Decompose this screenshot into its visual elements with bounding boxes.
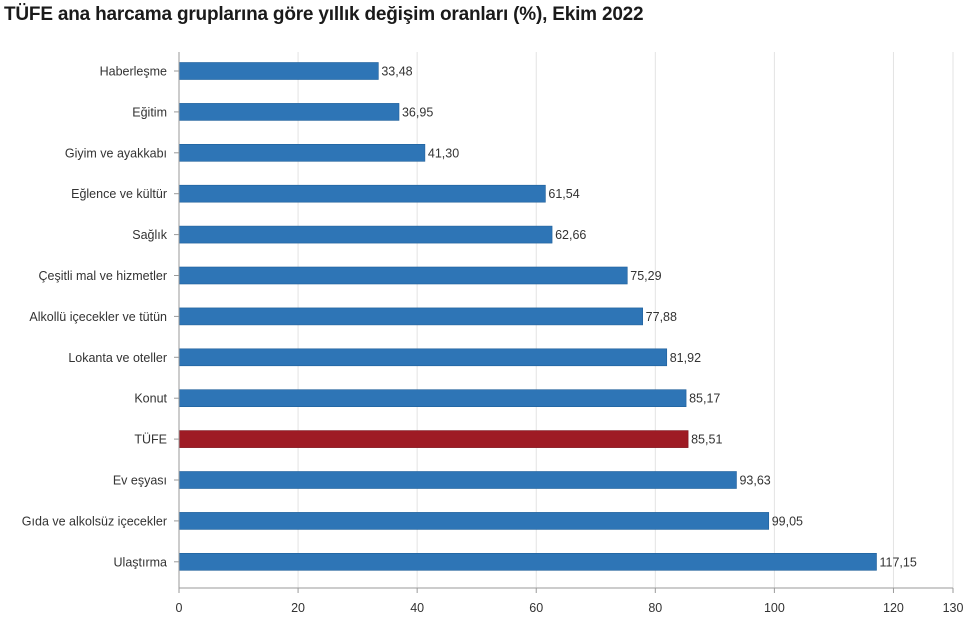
category-label: TÜFE — [134, 433, 167, 447]
data-label: 117,15 — [879, 555, 916, 569]
data-label: 81,92 — [670, 351, 701, 365]
x-tick-label: 40 — [410, 601, 424, 615]
bar — [178, 348, 668, 367]
data-label: 85,17 — [689, 392, 720, 406]
category-label: Eğitim — [132, 105, 167, 119]
category-label: Ev eşyası — [113, 474, 167, 488]
bar — [178, 307, 643, 326]
data-label: 62,66 — [555, 228, 586, 242]
data-label: 36,95 — [402, 105, 433, 119]
category-label: Alkollü içecekler ve tütün — [29, 310, 167, 324]
bars: 33,48 36,95 41,30 61,54 62,66 75,29 77,88 81,92… — [178, 62, 917, 571]
bar — [178, 144, 426, 162]
x-tick-label: 60 — [529, 601, 543, 615]
x-tick-label: 100 — [764, 601, 785, 615]
bar — [178, 471, 737, 489]
data-label: 93,63 — [739, 474, 770, 488]
category-label: Sağlık — [132, 228, 167, 242]
chart-title: TÜFE ana harcama gruplarına göre yıllık … — [4, 4, 644, 25]
x-tick-label: 80 — [648, 601, 662, 615]
category-label: Lokanta ve oteller — [68, 351, 167, 365]
bar-tufe — [178, 430, 689, 448]
data-label: 77,88 — [646, 310, 677, 324]
data-label: 61,54 — [548, 187, 579, 201]
data-label: 75,29 — [630, 269, 661, 283]
category-label: Haberleşme — [100, 65, 167, 79]
bar — [178, 184, 546, 203]
bar — [178, 389, 687, 408]
category-label: Konut — [134, 392, 167, 406]
bar — [178, 552, 877, 571]
category-label: Çeşitli mal ve hizmetler — [38, 269, 167, 283]
x-tick-label: 130 — [943, 601, 964, 615]
data-label: 41,30 — [428, 146, 459, 160]
x-tick-label: 120 — [883, 601, 904, 615]
bar — [178, 62, 379, 80]
category-label: Ulaştırma — [114, 555, 168, 569]
bar — [178, 512, 770, 530]
x-tick-label: 0 — [176, 601, 183, 615]
data-label: 99,05 — [772, 514, 803, 528]
bar — [178, 266, 628, 285]
x-tick-label: 20 — [291, 601, 305, 615]
bar — [178, 103, 400, 121]
bar — [178, 225, 553, 244]
axes: 0 20 40 60 80 100 120 130 Haberleşme Eğitim Giyim … — [22, 52, 964, 615]
data-label: 33,48 — [381, 65, 412, 79]
data-label: 85,51 — [691, 433, 722, 447]
category-label: Gıda ve alkolsüz içecekler — [22, 514, 167, 528]
category-label: Giyim ve ayakkabı — [65, 146, 167, 160]
category-label: Eğlence ve kültür — [71, 187, 167, 201]
